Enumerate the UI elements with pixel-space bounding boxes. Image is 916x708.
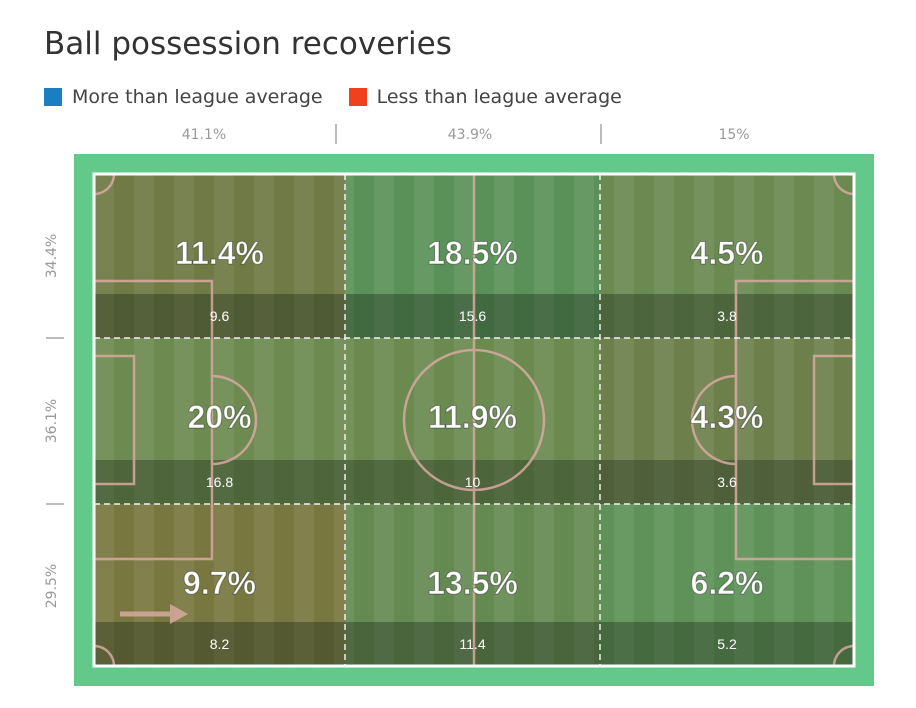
column-divider-tick [600, 124, 602, 144]
league-average-band [600, 622, 854, 666]
league-average-band [94, 294, 345, 338]
column-percentage-2: 43.9% [447, 127, 493, 143]
cell-league-average-label: 5.2 [717, 636, 737, 652]
cell-league-average-label: 3.8 [717, 308, 737, 324]
cell-value-label: 13.5% [427, 565, 518, 601]
cell-league-average-label: 15.6 [459, 308, 486, 324]
corner-arc [832, 173, 855, 196]
cell-league-average-label: 11.4 [459, 636, 485, 652]
pitch-heatmap: 11.4% 9.6 18.5% 15.6 4.5% 3.8 20% 16.8 11.9% 10 4.… [74, 154, 874, 686]
column-percentage-3: 15% [718, 127, 750, 143]
league-average-band [94, 460, 345, 504]
row-percentage-3: 29.5% [44, 563, 60, 609]
league-average-band [345, 294, 600, 338]
column-divider-tick [335, 124, 337, 144]
legend-label-more: More than league average [72, 86, 323, 108]
corner-arc [93, 173, 116, 196]
cell-league-average-label: 10 [465, 474, 481, 490]
cell-value-label: 9.7% [183, 565, 256, 601]
cell-league-average-label: 8.2 [210, 636, 230, 652]
row-divider-tick [46, 503, 64, 505]
corner-arc [93, 644, 116, 667]
row-percentage-2: 36.1% [44, 398, 60, 444]
legend-swatch-more [44, 88, 62, 106]
cell-value-label: 4.5% [691, 235, 764, 271]
league-average-band [345, 460, 600, 504]
legend-label-less: Less than league average [376, 86, 622, 108]
legend-item-more: More than league average [44, 86, 323, 108]
center-circle [402, 348, 546, 492]
row-percentage-1: 34.4% [44, 233, 60, 279]
cell-league-average-label: 3.6 [717, 474, 737, 490]
league-average-band [600, 294, 854, 338]
legend-swatch-less [348, 88, 367, 106]
corner-arc [832, 644, 855, 667]
league-average-band [345, 622, 600, 666]
league-average-band [600, 460, 854, 504]
right-penalty-arc [690, 374, 737, 466]
legend-item-less: Less than league average [348, 86, 622, 108]
league-average-band [94, 622, 345, 666]
cell-value-label: 18.5% [427, 235, 518, 271]
cell-value-label: 11.9% [428, 399, 517, 435]
cell-value-label: 11.4% [175, 235, 264, 271]
legend: More than league average Less than leagu… [44, 86, 648, 108]
left-penalty-arc [211, 374, 258, 466]
attack-direction-arrow [120, 604, 188, 624]
cell-league-average-label: 9.6 [210, 308, 230, 324]
row-divider-tick [46, 337, 64, 339]
touchline [92, 172, 856, 668]
cell-value-label: 20% [187, 399, 251, 435]
cell-value-label: 4.3% [691, 399, 764, 435]
column-percentage-1: 41.1% [181, 127, 227, 143]
cell-value-label: 6.2% [691, 565, 764, 601]
cell-league-average-label: 16.8 [206, 474, 233, 490]
chart-title: Ball possession recoveries [44, 26, 452, 62]
